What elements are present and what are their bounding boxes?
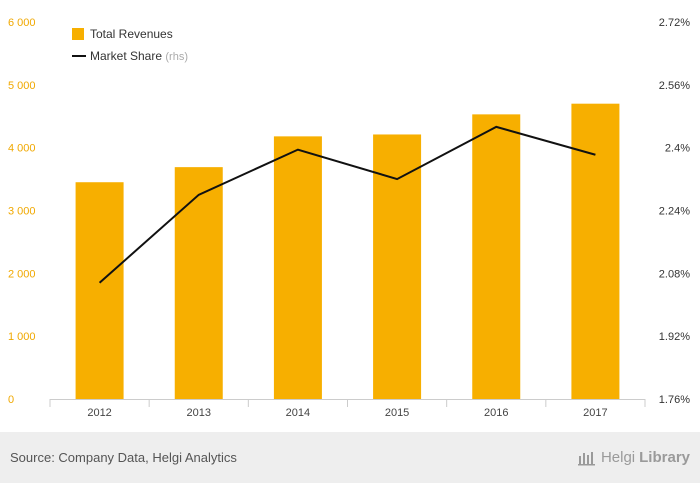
- legend-rhs-note: (rhs): [165, 51, 188, 63]
- helgi-library-logo: Helgi Library: [577, 447, 690, 467]
- right-tick-label: 2.56%: [659, 80, 690, 92]
- bar: [75, 182, 124, 399]
- left-tick-label: 5 000: [8, 80, 36, 92]
- line-series: [98, 125, 596, 284]
- left-tick-label: 6 000: [8, 17, 36, 29]
- logo-text-library: Library: [639, 448, 690, 466]
- legend: Total Revenues Market Share (rhs): [72, 27, 188, 63]
- x-tick-label: 2014: [286, 407, 310, 419]
- market-share-line: [98, 125, 596, 284]
- bar-series: [75, 103, 620, 400]
- right-axis-ticks: 1.76% 1.92% 2.08% 2.24% 2.4% 2.56% 2.72%: [659, 17, 690, 406]
- logo-text-helgi: Helgi: [600, 448, 636, 466]
- helgi-library-logo-icon: [577, 452, 595, 466]
- legend-swatch-total-revenues: [72, 28, 84, 40]
- bar: [273, 136, 322, 399]
- x-axis: 2012 2013 2014 2015 2016 2017: [49, 399, 646, 419]
- bar: [472, 114, 521, 400]
- x-tick-label: 2012: [87, 407, 111, 419]
- right-tick-label: 1.92%: [659, 331, 690, 343]
- source-note: Source: Company Data, Helgi Analytics: [10, 450, 237, 465]
- legend-label-total-revenues: Total Revenues: [90, 27, 173, 41]
- left-tick-label: 3 000: [8, 206, 36, 218]
- bar: [571, 103, 620, 399]
- right-tick-label: 2.4%: [665, 143, 690, 155]
- right-tick-label: 2.72%: [659, 17, 690, 29]
- legend-label-market-share: Market Share (rhs): [90, 49, 188, 63]
- left-tick-label: 2 000: [8, 268, 36, 280]
- left-tick-label: 4 000: [8, 143, 36, 155]
- left-tick-label: 1 000: [8, 331, 36, 343]
- x-tick-label: 2017: [583, 407, 607, 419]
- right-tick-label: 1.76%: [659, 394, 690, 406]
- x-tick-label: 2015: [385, 407, 409, 419]
- x-tick-label: 2016: [484, 407, 508, 419]
- bar: [174, 167, 223, 399]
- left-tick-label: 0: [8, 394, 14, 406]
- right-tick-label: 2.24%: [659, 206, 690, 218]
- right-tick-label: 2.08%: [659, 268, 690, 280]
- x-tick-label: 2013: [187, 407, 211, 419]
- left-axis-ticks: 0 1 000 2 000 3 000 4 000 5 000 6 000: [8, 17, 36, 406]
